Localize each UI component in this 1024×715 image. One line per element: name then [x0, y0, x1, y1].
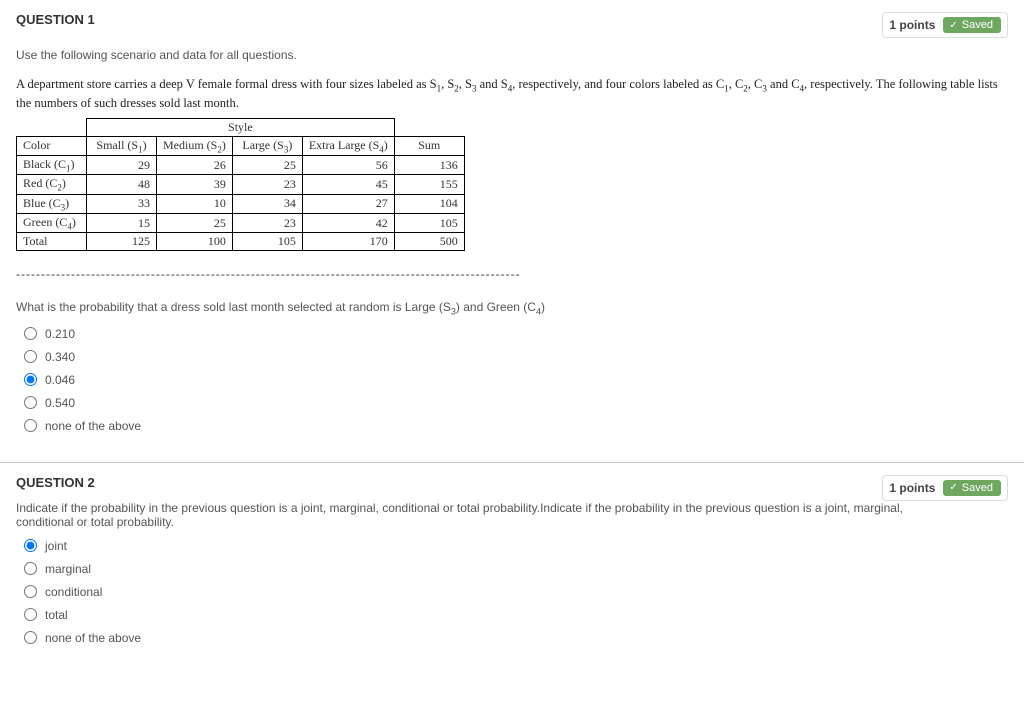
answer-radio[interactable]: [24, 562, 37, 575]
answer-option: 0.046: [24, 373, 1008, 387]
answer-label: none of the above: [45, 419, 141, 433]
table-row-label: Blue (C3): [17, 194, 87, 213]
points-badge: 1 points Saved: [882, 475, 1008, 501]
col-s3: Large (S3): [232, 136, 302, 155]
question-1-title: QUESTION 1: [16, 12, 95, 27]
style-header: Style: [87, 118, 395, 136]
points-badge: 1 points Saved: [882, 12, 1008, 38]
table-row-sum: 104: [394, 194, 464, 213]
question-2-header: QUESTION 2 1 points Saved: [16, 475, 1008, 501]
table-total-cell: 125: [87, 233, 157, 251]
col-color: Color: [17, 136, 87, 155]
question-2-block: QUESTION 2 1 points Saved Indicate if th…: [0, 463, 1024, 674]
answer-label: 0.540: [45, 396, 75, 410]
col-s2: Medium (S2): [157, 136, 233, 155]
table-cell: 34: [232, 194, 302, 213]
table-total-cell: 170: [302, 233, 394, 251]
answer-radio[interactable]: [24, 396, 37, 409]
answer-label: total: [45, 608, 68, 622]
points-text: 1 points: [889, 18, 935, 32]
table-cell: 25: [232, 155, 302, 174]
data-table: Style Color Small (S1) Medium (S2) Large…: [16, 118, 465, 252]
answer-label: joint: [45, 539, 67, 553]
answer-option: joint: [24, 539, 1008, 553]
answer-option: conditional: [24, 585, 1008, 599]
table-grand-total: 500: [394, 233, 464, 251]
table-row-sum: 136: [394, 155, 464, 174]
answer-label: 0.340: [45, 350, 75, 364]
question-2-prompt: Indicate if the probability in the previ…: [16, 501, 916, 529]
table-cell: 56: [302, 155, 394, 174]
question-1-block: QUESTION 1 1 points Saved Use the follow…: [0, 0, 1024, 463]
divider-dashes: ----------------------------------------…: [16, 267, 1008, 282]
col-s1: Small (S1): [87, 136, 157, 155]
table-row-label: Black (C1): [17, 155, 87, 174]
table-cell: 10: [157, 194, 233, 213]
question-1-options: 0.210 0.340 0.046 0.540 none of the above: [16, 327, 1008, 433]
table-row-sum: 155: [394, 175, 464, 194]
answer-radio[interactable]: [24, 631, 37, 644]
answer-option: none of the above: [24, 419, 1008, 433]
answer-option: none of the above: [24, 631, 1008, 645]
table-cell: 48: [87, 175, 157, 194]
points-text: 1 points: [889, 481, 935, 495]
answer-radio[interactable]: [24, 585, 37, 598]
answer-option: 0.340: [24, 350, 1008, 364]
table-cell: 33: [87, 194, 157, 213]
table-row-label: Green (C4): [17, 214, 87, 233]
answer-label: none of the above: [45, 631, 141, 645]
table-total-label: Total: [17, 233, 87, 251]
table-cell: 27: [302, 194, 394, 213]
table-total-cell: 100: [157, 233, 233, 251]
answer-option: 0.210: [24, 327, 1008, 341]
answer-label: conditional: [45, 585, 102, 599]
answer-radio[interactable]: [24, 327, 37, 340]
answer-radio[interactable]: [24, 539, 37, 552]
col-sum: Sum: [394, 136, 464, 155]
table-cell: 42: [302, 214, 394, 233]
answer-option: total: [24, 608, 1008, 622]
col-s4: Extra Large (S4): [302, 136, 394, 155]
question-2-title: QUESTION 2: [16, 475, 95, 490]
answer-radio[interactable]: [24, 608, 37, 621]
answer-label: marginal: [45, 562, 91, 576]
answer-radio[interactable]: [24, 350, 37, 363]
scenario-detail: A department store carries a deep V fema…: [16, 76, 1008, 112]
answer-radio[interactable]: [24, 373, 37, 386]
question-1-header: QUESTION 1 1 points Saved: [16, 12, 1008, 38]
table-cell: 23: [232, 175, 302, 194]
answer-option: marginal: [24, 562, 1008, 576]
table-cell: 23: [232, 214, 302, 233]
answer-option: 0.540: [24, 396, 1008, 410]
saved-badge: Saved: [943, 17, 1001, 33]
question-2-options: joint marginal conditional total none of the…: [16, 539, 1008, 645]
table-row-label: Red (C2): [17, 175, 87, 194]
table-cell: 29: [87, 155, 157, 174]
table-row-sum: 105: [394, 214, 464, 233]
scenario-intro: Use the following scenario and data for …: [16, 48, 1008, 62]
question-1-prompt: What is the probability that a dress sol…: [16, 300, 1008, 316]
answer-label: 0.046: [45, 373, 75, 387]
table-cell: 25: [157, 214, 233, 233]
table-total-cell: 105: [232, 233, 302, 251]
answer-label: 0.210: [45, 327, 75, 341]
saved-badge: Saved: [943, 480, 1001, 496]
table-cell: 39: [157, 175, 233, 194]
table-cell: 26: [157, 155, 233, 174]
answer-radio[interactable]: [24, 419, 37, 432]
table-cell: 45: [302, 175, 394, 194]
table-cell: 15: [87, 214, 157, 233]
